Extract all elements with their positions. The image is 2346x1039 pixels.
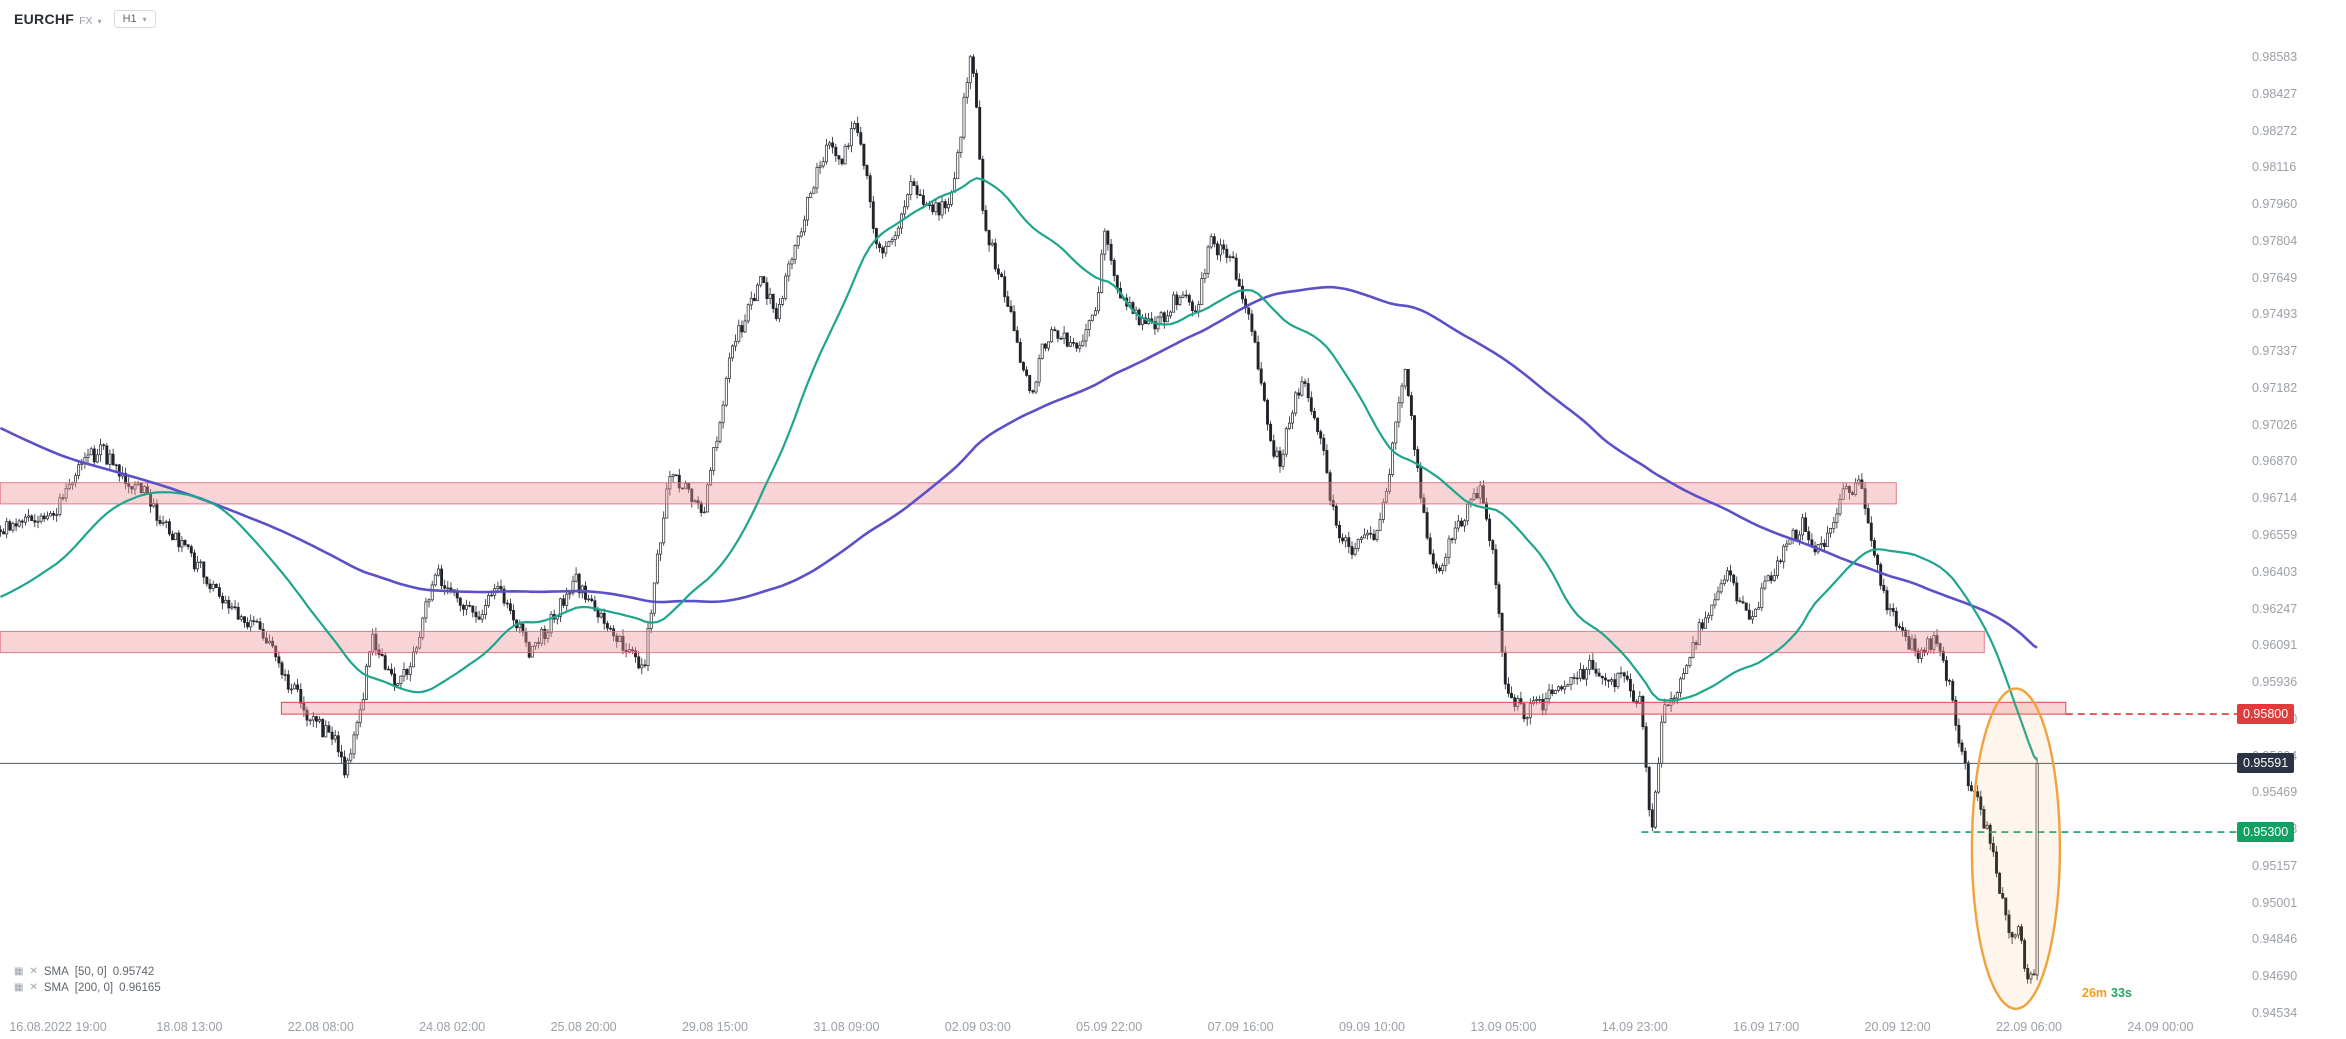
instrument-header: EURCHF FX ▾ H1 ▾: [14, 10, 156, 28]
y-axis-label: 0.98272: [2252, 123, 2298, 138]
indicator-row-sma200[interactable]: ▦ ✕ SMA [200, 0] 0.96165: [14, 980, 161, 996]
timeframe-selector[interactable]: H1 ▾: [113, 10, 156, 28]
x-axis-label: 20.09 12:00: [1864, 1020, 1931, 1034]
y-axis-label: 0.94846: [2252, 932, 2298, 947]
x-axis-label: 16.09 17:00: [1733, 1020, 1800, 1034]
candle-countdown: 26m 33s: [2082, 986, 2132, 1000]
sma-50-line[interactable]: [0, 177, 2038, 761]
timeframe-label: H1: [122, 13, 137, 25]
y-axis-label: 0.95001: [2252, 895, 2298, 910]
countdown-minutes: 26m: [2082, 986, 2108, 1000]
x-axis-label: 02.09 03:00: [944, 1020, 1011, 1034]
y-axis-label: 0.94534: [2252, 1006, 2298, 1020]
y-axis-label: 0.96870: [2252, 454, 2298, 469]
indicator-value: 0.96165: [119, 982, 161, 994]
x-axis-label: 22.08 08:00: [287, 1020, 354, 1034]
chevron-down-icon: ▾: [97, 17, 102, 26]
x-axis-label: 25.08 20:00: [550, 1020, 617, 1034]
y-axis-label: 0.97026: [2252, 417, 2298, 432]
market-label: FX: [79, 15, 93, 27]
x-axis-label: 13.09 05:00: [1470, 1020, 1537, 1034]
y-axis-label: 0.98116: [2252, 160, 2297, 175]
y-axis-label: 0.96559: [2252, 528, 2298, 542]
y-axis-label: 0.95157: [2252, 858, 2298, 873]
countdown-seconds: 33s: [2111, 986, 2132, 1000]
indicator-settings-icon[interactable]: ▦: [14, 966, 24, 977]
x-axis-label: 22.09 06:00: [1995, 1020, 2063, 1034]
y-axis-label: 0.96247: [2252, 601, 2298, 616]
y-axis-label: 0.98583: [2252, 50, 2298, 64]
indicator-row-sma50[interactable]: ▦ ✕ SMA [50, 0] 0.95742: [14, 964, 161, 980]
x-axis-label: 14.09 23:00: [1601, 1020, 1668, 1034]
y-axis-label: 0.97804: [2252, 233, 2298, 248]
chevron-down-icon: ▾: [142, 14, 147, 24]
candles-series: [0, 54, 2039, 984]
price-tag-support[interactable]: 0.95300: [2237, 822, 2295, 843]
supply-zone-0.9580[interactable]: [280, 701, 2067, 715]
supply-zone-0.9671[interactable]: [0, 482, 1897, 505]
indicator-params: [50, 0]: [74, 966, 107, 978]
y-axis-label: 0.97960: [2252, 197, 2298, 212]
indicator-name: SMA: [43, 982, 69, 994]
y-axis-label: 0.96714: [2252, 491, 2298, 506]
price-tag-resistance[interactable]: 0.95800: [2237, 704, 2295, 725]
symbol-name: EURCHF: [14, 11, 75, 27]
y-axis-label: 0.97182: [2252, 380, 2298, 395]
x-axis-label: 16.08.2022 19:00: [9, 1020, 107, 1034]
y-axis-label: 0.96403: [2252, 564, 2298, 579]
x-axis-label: 05.09 22:00: [1076, 1020, 1143, 1034]
indicator-params: [200, 0]: [74, 982, 114, 994]
indicator-legend: ▦ ✕ SMA [50, 0] 0.95742 ▦ ✕ SMA [200, 0]…: [14, 964, 161, 996]
symbol-selector[interactable]: EURCHF FX ▾: [14, 11, 102, 27]
x-axis-label: 09.09 10:00: [1338, 1020, 1406, 1034]
y-axis-label: 0.97649: [2252, 270, 2298, 285]
y-axis-label: 0.97493: [2252, 307, 2298, 322]
price-tag-current-price: 0.95591: [2237, 753, 2295, 774]
y-axis-label: 0.95936: [2252, 675, 2298, 690]
indicator-settings-icon[interactable]: ▦: [14, 982, 24, 993]
x-axis-label: 24.09 00:00: [2127, 1020, 2194, 1034]
indicator-value: 0.95742: [112, 966, 155, 978]
indicator-name: SMA: [43, 966, 69, 978]
supply-zone-0.9610[interactable]: [0, 630, 1985, 654]
y-axis-label: 0.98427: [2252, 86, 2298, 101]
y-axis-label: 0.96091: [2252, 638, 2298, 653]
y-axis-label: 0.95469: [2252, 785, 2298, 800]
sma-200-line[interactable]: [0, 285, 2038, 649]
y-axis-label: 0.97337: [2252, 344, 2298, 359]
x-axis-label: 18.08 13:00: [156, 1020, 223, 1034]
x-axis-label: 07.09 16:00: [1207, 1020, 1274, 1034]
x-axis-label: 29.08 15:00: [681, 1020, 749, 1034]
x-axis-label: 24.08 02:00: [419, 1020, 486, 1034]
x-axis-label: 31.08 09:00: [813, 1020, 880, 1034]
highlight-ellipse[interactable]: [1970, 687, 2062, 1010]
y-axis-label: 0.94690: [2252, 969, 2298, 984]
indicator-remove-icon[interactable]: ✕: [29, 982, 38, 993]
indicator-remove-icon[interactable]: ✕: [29, 966, 38, 977]
